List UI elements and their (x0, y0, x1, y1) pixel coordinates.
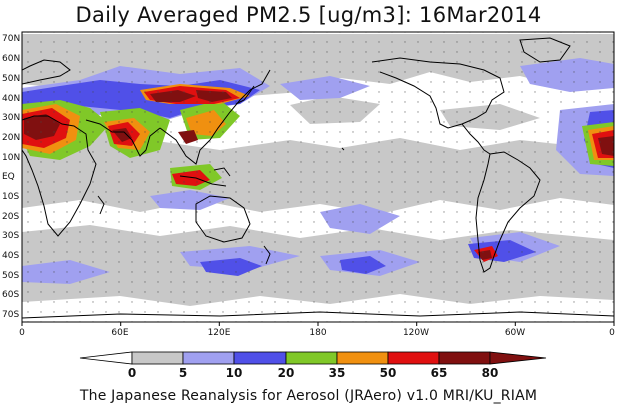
colorbar-tick-65: 65 (430, 366, 448, 380)
colorbar (79, 351, 547, 365)
lat-label-10n: 10N (2, 153, 21, 163)
lat-label-20n: 20N (2, 133, 21, 143)
colorbar-bin-10 (182, 351, 235, 365)
lat-label-30s: 30S (2, 231, 20, 241)
lon-label-180: 180 (309, 328, 327, 338)
lon-label-120w: 120W (402, 328, 430, 338)
colorbar-bin-20 (233, 351, 287, 365)
lat-label-50s: 50S (2, 271, 20, 281)
lat-label-20s: 20S (2, 212, 20, 222)
map-title: Daily Averaged PM2.5 [ug/m3]: 16Mar2014 (75, 3, 542, 27)
colorbar-tick-5: 5 (178, 366, 188, 380)
lat-label-60n: 60N (2, 54, 21, 64)
colorbar-bin-65 (387, 351, 440, 365)
axis-ticks (21, 322, 615, 326)
colorbar-tick-80: 80 (481, 366, 499, 380)
colorbar-tick-50: 50 (379, 366, 397, 380)
lat-label-eq: EQ (2, 172, 15, 182)
colorbar-bin-80 (438, 351, 491, 365)
lat-label-70s: 70S (2, 310, 20, 320)
lat-label-30n: 30N (2, 113, 21, 123)
lat-label-70n: 70N (2, 34, 21, 44)
colorbar-tick-10: 10 (225, 366, 243, 380)
lat-label-40s: 40S (2, 251, 20, 261)
colorbar-tick-0: 0 (127, 366, 137, 380)
lon-label-0-west: 0 (19, 328, 25, 338)
lon-label-60w: 60W (504, 328, 526, 338)
lat-label-10s: 10S (2, 192, 20, 202)
lon-label-0-east: 0 (609, 328, 615, 338)
lon-label-120e: 120E (207, 328, 231, 338)
lat-label-60s: 60S (2, 290, 20, 300)
colorbar-tick-20: 20 (277, 366, 295, 380)
colorbar-bin-35 (285, 351, 338, 365)
colorbar-arrow-high (489, 351, 547, 365)
colorbar-bin-5 (131, 351, 184, 365)
lon-label-60e: 60E (111, 328, 129, 338)
colorbar-tick-35: 35 (328, 366, 346, 380)
colorbar-arrow-low (79, 351, 133, 365)
lat-label-40n: 40N (2, 94, 21, 104)
colorbar-bin-50 (336, 351, 389, 365)
footer-credit: The Japanese Reanalysis for Aerosol (JRA… (79, 388, 538, 404)
concentration-field (22, 32, 614, 322)
lat-label-50n: 50N (2, 74, 21, 84)
